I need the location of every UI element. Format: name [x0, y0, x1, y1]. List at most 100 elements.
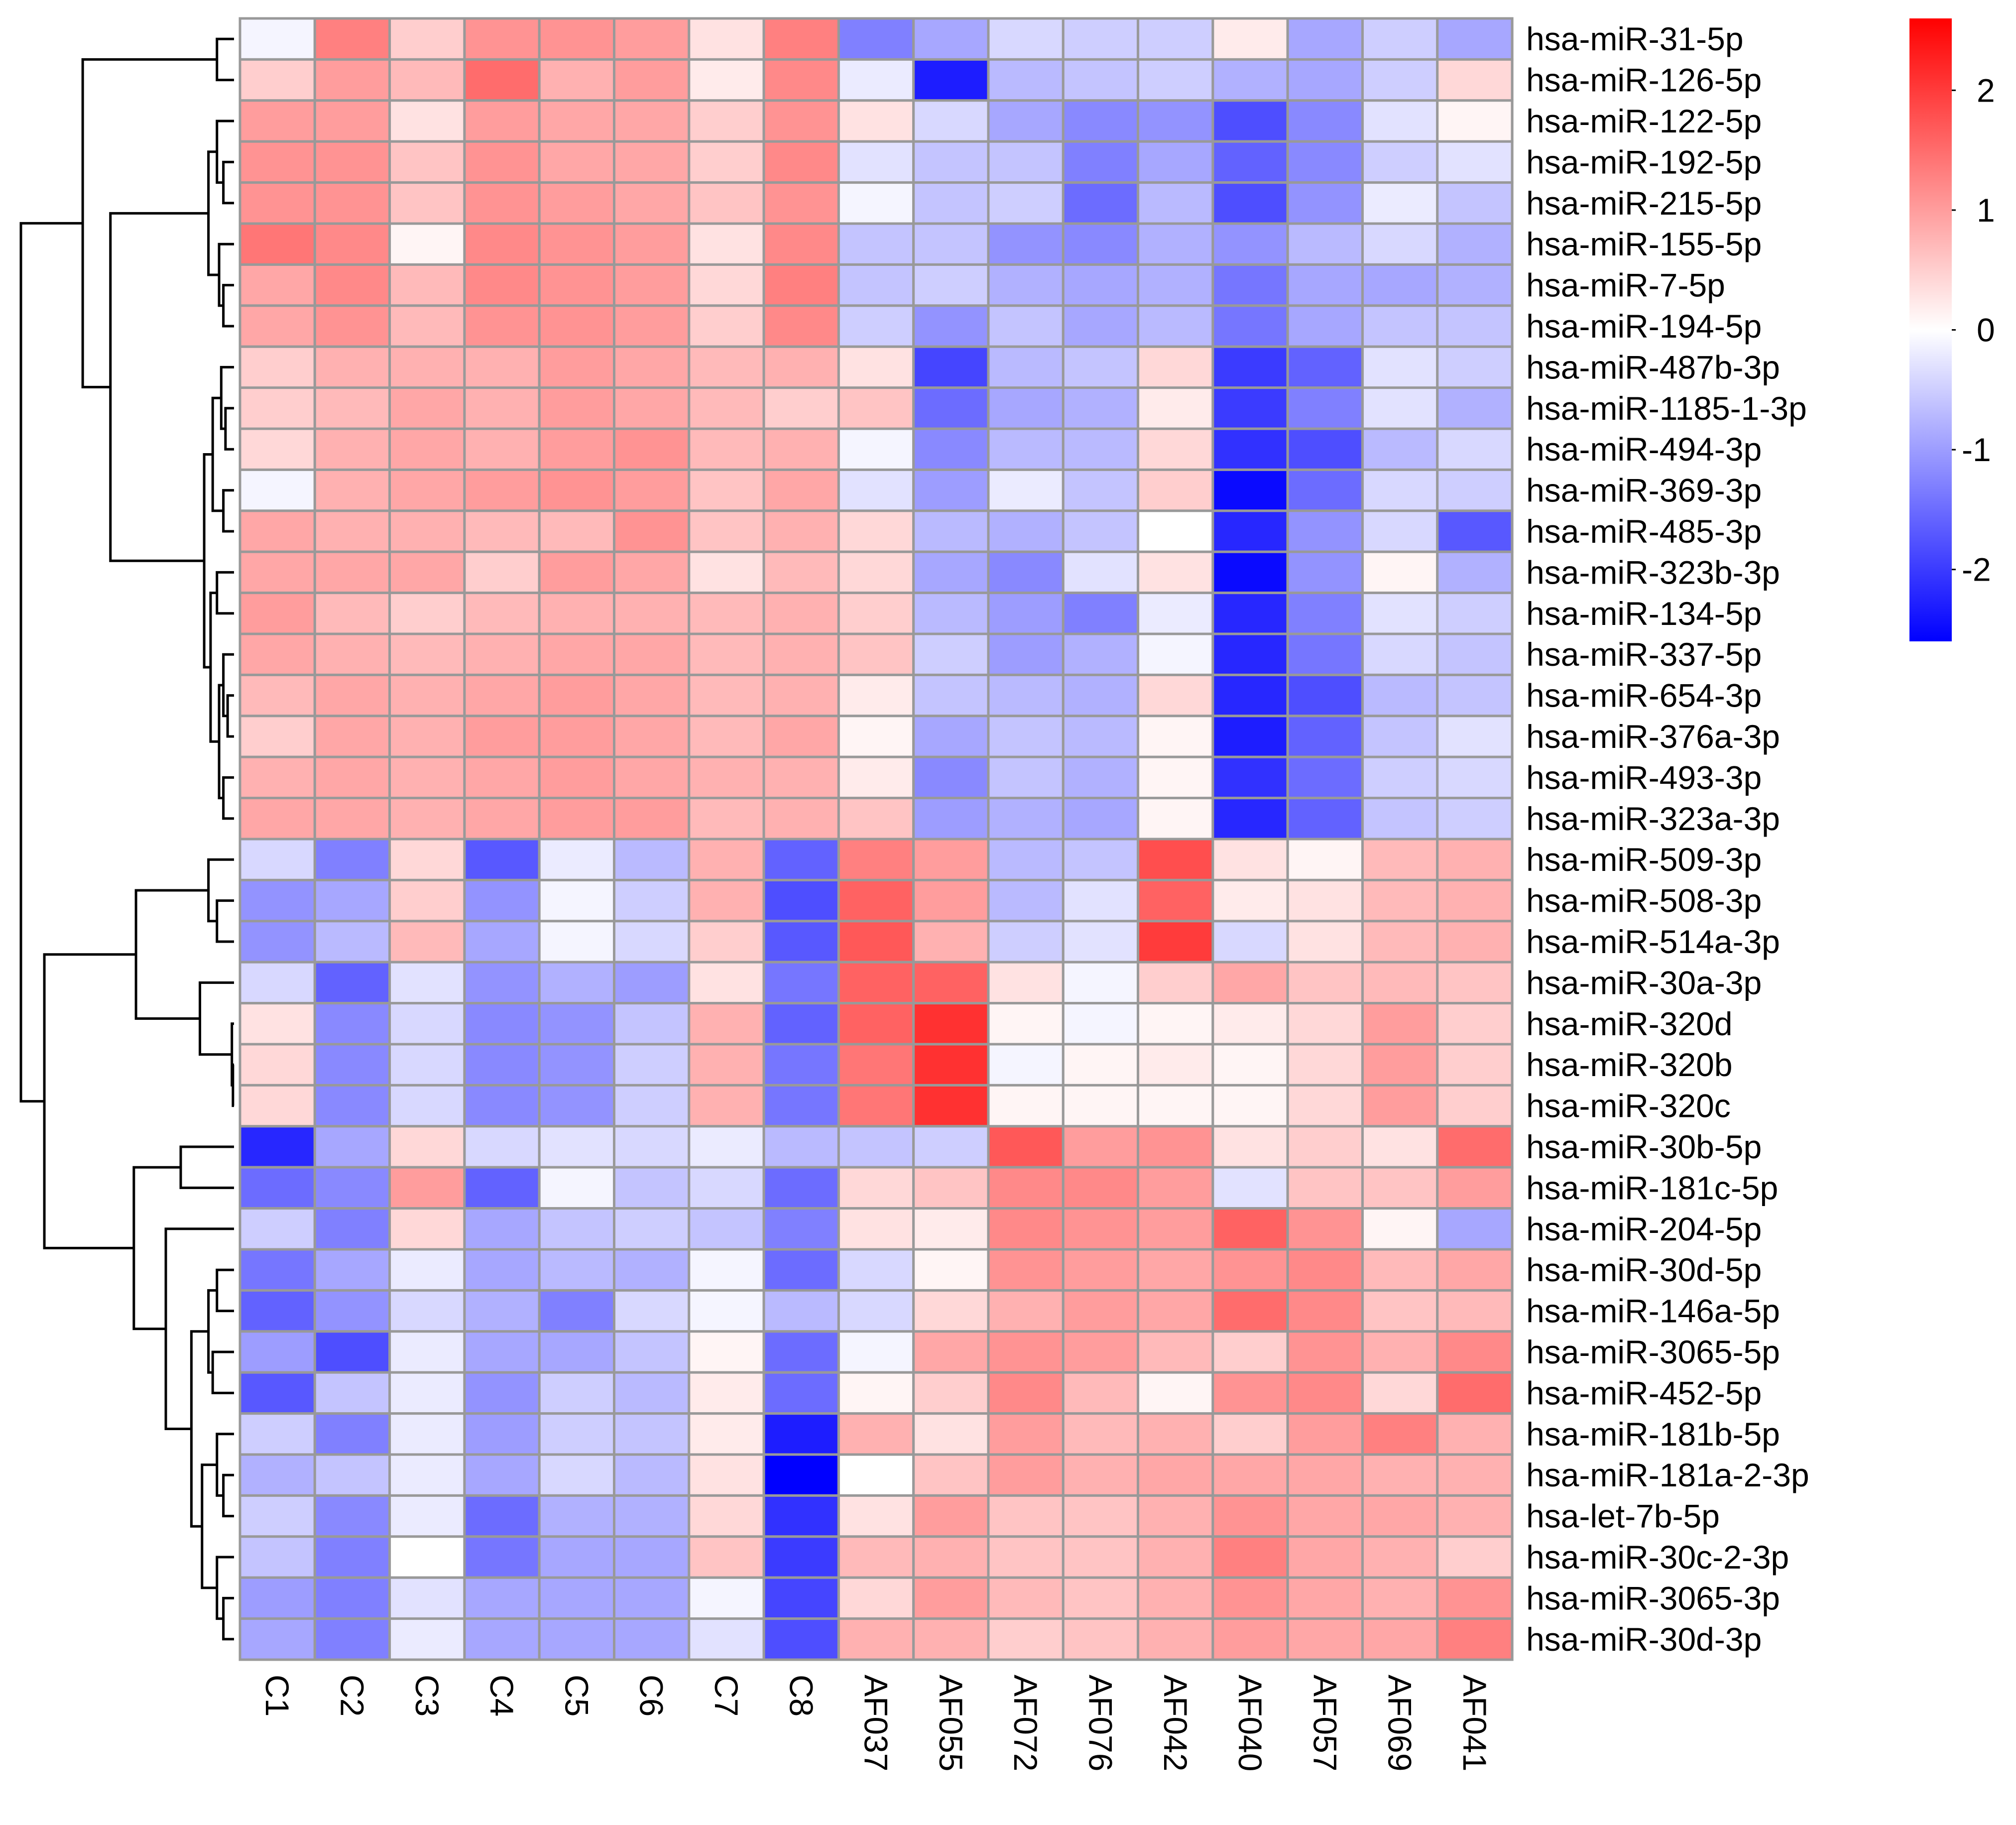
- heatmap-cell: [613, 427, 691, 471]
- heatmap-cell: [238, 838, 316, 881]
- heatmap-cell: [1137, 550, 1214, 595]
- dendrogram-branch: [222, 284, 234, 328]
- heatmap-cell: [613, 58, 691, 102]
- heatmap-cell: [463, 386, 541, 430]
- heatmap-cell: [1286, 755, 1364, 800]
- heatmap-cell: [1211, 140, 1289, 184]
- row-label: hsa-miR-122-5p: [1526, 103, 1762, 139]
- heatmap-cell: [538, 1084, 615, 1128]
- heatmap-cell: [987, 427, 1065, 471]
- heatmap-cell: [912, 1289, 990, 1333]
- heatmap-cell: [538, 1043, 615, 1087]
- heatmap-cell: [1361, 1494, 1439, 1538]
- heatmap-cell: [1211, 1207, 1289, 1251]
- heatmap-cell: [1361, 140, 1439, 184]
- heatmap-cell: [912, 140, 990, 184]
- heatmap-cell: [837, 1166, 915, 1210]
- heatmap-cell: [388, 878, 466, 923]
- row-label: hsa-miR-3065-5p: [1526, 1334, 1780, 1370]
- heatmap-cell: [538, 1125, 615, 1169]
- heatmap-cell: [1062, 1084, 1140, 1128]
- heatmap-cell: [1211, 550, 1289, 595]
- heatmap-cell: [1211, 961, 1289, 1005]
- heatmap-cell: [388, 1617, 466, 1661]
- heatmap-cell: [538, 58, 615, 102]
- heatmap-cell: [912, 427, 990, 471]
- heatmap-cell: [1062, 755, 1140, 800]
- heatmap-cell: [688, 468, 765, 512]
- heatmap-cell: [837, 1289, 915, 1333]
- heatmap-cell: [613, 304, 691, 348]
- heatmap-cell: [912, 386, 990, 430]
- heatmap-cell: [1137, 386, 1214, 430]
- heatmap-cell: [1286, 58, 1364, 102]
- legend-tick-label: -2: [1962, 551, 1991, 588]
- heatmap-cell: [388, 1535, 466, 1579]
- heatmap-cell: [762, 17, 840, 61]
- heatmap-cell: [912, 1412, 990, 1456]
- heatmap-cell: [1286, 509, 1364, 553]
- heatmap-cell: [688, 755, 765, 800]
- heatmap-cell: [238, 99, 316, 143]
- legend-tick-label: 0: [1977, 312, 1995, 349]
- heatmap-cell: [1211, 797, 1289, 841]
- heatmap-cell: [912, 755, 990, 800]
- heatmap-cell: [1062, 1289, 1140, 1333]
- heatmap-cell: [1361, 1125, 1439, 1169]
- heatmap-cell: [1286, 386, 1364, 430]
- heatmap-cell: [313, 140, 391, 184]
- heatmap-cell: [463, 1494, 541, 1538]
- heatmap-cell: [762, 1371, 840, 1415]
- heatmap-cell: [1137, 961, 1214, 1005]
- heatmap-cell: [837, 140, 915, 184]
- heatmap-cell: [538, 140, 615, 184]
- column-label: C4: [483, 1675, 520, 1716]
- heatmap-cell: [1361, 99, 1439, 143]
- heatmap-cell: [1286, 140, 1364, 184]
- heatmap-cell: [313, 920, 391, 964]
- heatmap-cell: [912, 263, 990, 307]
- heatmap-cells: [238, 17, 1514, 1661]
- heatmap-cell: [388, 140, 466, 184]
- heatmap-cell: [538, 427, 615, 471]
- heatmap-cell: [688, 1535, 765, 1579]
- heatmap-cell: [1286, 715, 1364, 758]
- heatmap-cell: [987, 468, 1065, 512]
- heatmap-cell: [1211, 920, 1289, 964]
- heatmap-cell: [1211, 1289, 1289, 1333]
- heatmap-cell: [837, 17, 915, 61]
- heatmap-cell: [1211, 1371, 1289, 1415]
- heatmap-cell: [1062, 1576, 1140, 1620]
- heatmap-cell: [1361, 797, 1439, 841]
- heatmap-cell: [538, 1576, 615, 1620]
- heatmap-cell: [1436, 1207, 1514, 1251]
- heatmap-cell: [762, 181, 840, 225]
- heatmap-cell: [313, 263, 391, 307]
- heatmap-cell: [538, 1453, 615, 1497]
- heatmap-cell: [1436, 468, 1514, 512]
- row-label: hsa-miR-320d: [1526, 1005, 1733, 1042]
- heatmap-cell: [1436, 222, 1514, 266]
- heatmap-cell: [1436, 1371, 1514, 1415]
- heatmap-cell: [313, 427, 391, 471]
- heatmap-cell: [313, 550, 391, 595]
- heatmap-cell: [987, 1125, 1065, 1169]
- heatmap-cell: [1211, 632, 1289, 676]
- row-label: hsa-miR-134-5p: [1526, 595, 1762, 632]
- heatmap-cell: [762, 1330, 840, 1374]
- heatmap-cell: [1361, 58, 1439, 102]
- heatmap-cell: [463, 838, 541, 881]
- heatmap-cell: [613, 797, 691, 841]
- heatmap-cell: [238, 1412, 316, 1456]
- heatmap-cell: [688, 263, 765, 307]
- column-label: AF057: [1306, 1675, 1343, 1771]
- heatmap-cell: [313, 345, 391, 389]
- heatmap-cell: [762, 673, 840, 718]
- heatmap-cell: [1062, 263, 1140, 307]
- heatmap-cell: [613, 1084, 691, 1128]
- heatmap-cell: [1286, 1576, 1364, 1620]
- heatmap-cell: [1062, 838, 1140, 881]
- row-label: hsa-miR-323b-3p: [1526, 554, 1780, 591]
- heatmap-cell: [538, 755, 615, 800]
- heatmap-cell: [313, 386, 391, 430]
